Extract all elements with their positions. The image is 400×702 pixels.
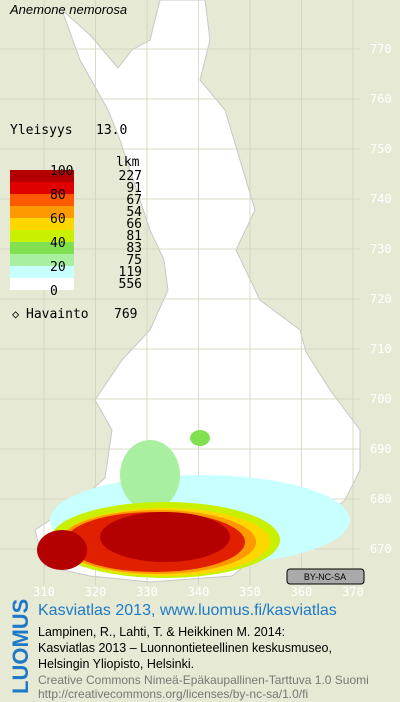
legend-swatch — [10, 170, 74, 182]
site: Kasviatlas 2013, www.luomus.fi/kasviatla… — [38, 602, 337, 619]
easting-label: 330 — [136, 585, 158, 599]
legend-count: 556 — [119, 277, 142, 292]
area-green-small — [190, 430, 210, 446]
legend-count: 91 — [126, 181, 142, 196]
area-darkred-west — [37, 530, 87, 570]
legend-count: 119 — [119, 265, 142, 280]
legend-count: 83 — [126, 241, 142, 256]
easting-label: 350 — [239, 585, 261, 599]
citation-line: Kasviatlas 2013 – Luonnontieteellinen ke… — [38, 641, 332, 655]
legend-count: 54 — [126, 205, 142, 220]
license-line: http://creativecommons.org/licenses/by-n… — [38, 687, 308, 701]
easting-label: 370 — [342, 585, 364, 599]
area-green — [120, 440, 180, 510]
northing-label: 720 — [370, 292, 392, 306]
citation-line: Helsingin Yliopisto, Helsinki. — [38, 657, 194, 671]
legend-count: 75 — [126, 253, 142, 268]
legend-swatch — [10, 206, 74, 218]
legend-scale-label: 40 — [50, 236, 66, 251]
northing-label: 710 — [370, 342, 392, 356]
observation-count: 769 — [114, 307, 137, 322]
license-badge-text: BY-NC-SA — [304, 572, 346, 582]
legend-scale-label: 20 — [50, 260, 66, 275]
license-badge — [286, 568, 365, 585]
frequency-value: 13.0 — [96, 123, 127, 138]
legend-count: 227 — [119, 169, 142, 184]
northing-label: 760 — [370, 92, 392, 106]
northing-label: 740 — [370, 192, 392, 206]
northing-label: 730 — [370, 242, 392, 256]
legend-count: 66 — [126, 217, 142, 232]
legend-swatch — [10, 254, 74, 266]
frequency-label: Yleisyys — [10, 123, 73, 138]
legend-count: 81 — [126, 229, 142, 244]
area-darkred — [100, 512, 230, 562]
species-name: Anemone nemorosa — [9, 2, 127, 17]
legend-count: 67 — [126, 193, 142, 208]
distribution — [37, 430, 350, 578]
observation-label: Havainto — [26, 307, 89, 322]
easting-label: 310 — [33, 585, 55, 599]
legend-swatch — [10, 182, 74, 194]
legend-scale-label: 60 — [50, 212, 66, 227]
legend-unit: lkm — [116, 155, 140, 170]
license-line: Creative Commons Nimeä-Epäkaupallinen-Ta… — [38, 673, 369, 687]
citation-line: Lampinen, R., Lahti, T. & Heikkinen M. 2… — [38, 625, 285, 639]
legend-scale-label: 100 — [50, 164, 73, 179]
legend-scale-label: 80 — [50, 188, 66, 203]
easting-label: 320 — [85, 585, 107, 599]
northing-label: 750 — [370, 142, 392, 156]
easting-label: 360 — [291, 585, 313, 599]
northing-label: 680 — [370, 492, 392, 506]
easting-label: 340 — [188, 585, 210, 599]
legend-scale-label: 0 — [50, 284, 58, 299]
northing-label: 670 — [370, 542, 392, 556]
northing-label: 700 — [370, 392, 392, 406]
northing-label: 770 — [370, 42, 392, 56]
legend-swatch — [10, 266, 74, 278]
legend-swatch — [10, 278, 74, 290]
legend-swatch — [10, 218, 74, 230]
legend-swatch — [10, 230, 74, 242]
northing-label: 690 — [370, 442, 392, 456]
logo: LUOMUS — [8, 599, 33, 694]
observation-symbol: ◇ — [12, 307, 20, 321]
legend-swatch — [10, 194, 74, 206]
legend-swatch — [10, 242, 74, 254]
